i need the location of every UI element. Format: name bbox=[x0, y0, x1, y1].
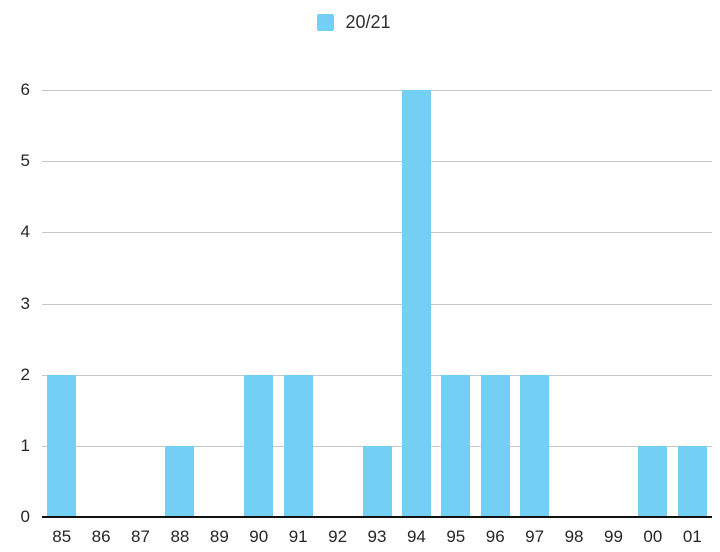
y-tick-label: 5 bbox=[20, 151, 30, 171]
gridline bbox=[42, 304, 712, 305]
bar bbox=[441, 374, 471, 517]
bar bbox=[480, 374, 510, 517]
x-tick-label: 92 bbox=[328, 527, 348, 546]
y-tick-label: 2 bbox=[20, 364, 30, 384]
x-tick-label: 89 bbox=[209, 527, 229, 546]
x-tick-label: 97 bbox=[525, 527, 545, 546]
y-tick-label: 6 bbox=[20, 80, 30, 99]
x-tick-label: 91 bbox=[288, 527, 308, 546]
y-tick-label: 4 bbox=[20, 222, 30, 242]
x-tick-label: 98 bbox=[564, 527, 584, 546]
bar bbox=[520, 374, 550, 517]
gridline bbox=[42, 375, 712, 376]
x-tick-label: 00 bbox=[643, 527, 663, 546]
gridline bbox=[42, 161, 712, 162]
bar bbox=[283, 374, 313, 517]
x-tick-label: 95 bbox=[446, 527, 466, 546]
y-tick-label: 3 bbox=[20, 293, 30, 313]
gridline bbox=[42, 90, 712, 91]
bar bbox=[401, 90, 431, 517]
x-axis-line bbox=[42, 516, 712, 518]
x-tick-label: 85 bbox=[52, 527, 72, 546]
x-tick-label: 94 bbox=[406, 527, 426, 546]
legend: 20/21 bbox=[0, 13, 708, 31]
x-tick-label: 86 bbox=[91, 527, 111, 546]
legend-swatch bbox=[317, 13, 335, 31]
x-tick-label: 93 bbox=[367, 527, 387, 546]
x-tick-label: 01 bbox=[682, 527, 702, 546]
bar bbox=[362, 445, 392, 517]
legend-label: 20/21 bbox=[345, 12, 391, 32]
y-tick-label: 0 bbox=[20, 507, 30, 526]
bar bbox=[47, 374, 77, 517]
bar bbox=[638, 445, 668, 517]
bar bbox=[677, 445, 707, 517]
gridline bbox=[42, 232, 712, 233]
y-tick-label: 1 bbox=[20, 435, 30, 455]
x-tick-label: 99 bbox=[604, 527, 623, 546]
x-tick-label: 96 bbox=[485, 527, 505, 546]
x-tick-label: 88 bbox=[170, 527, 190, 546]
x-tick-label: 90 bbox=[249, 527, 269, 546]
bar bbox=[165, 445, 195, 517]
bar bbox=[244, 374, 274, 517]
x-tick-label: 87 bbox=[131, 527, 150, 546]
